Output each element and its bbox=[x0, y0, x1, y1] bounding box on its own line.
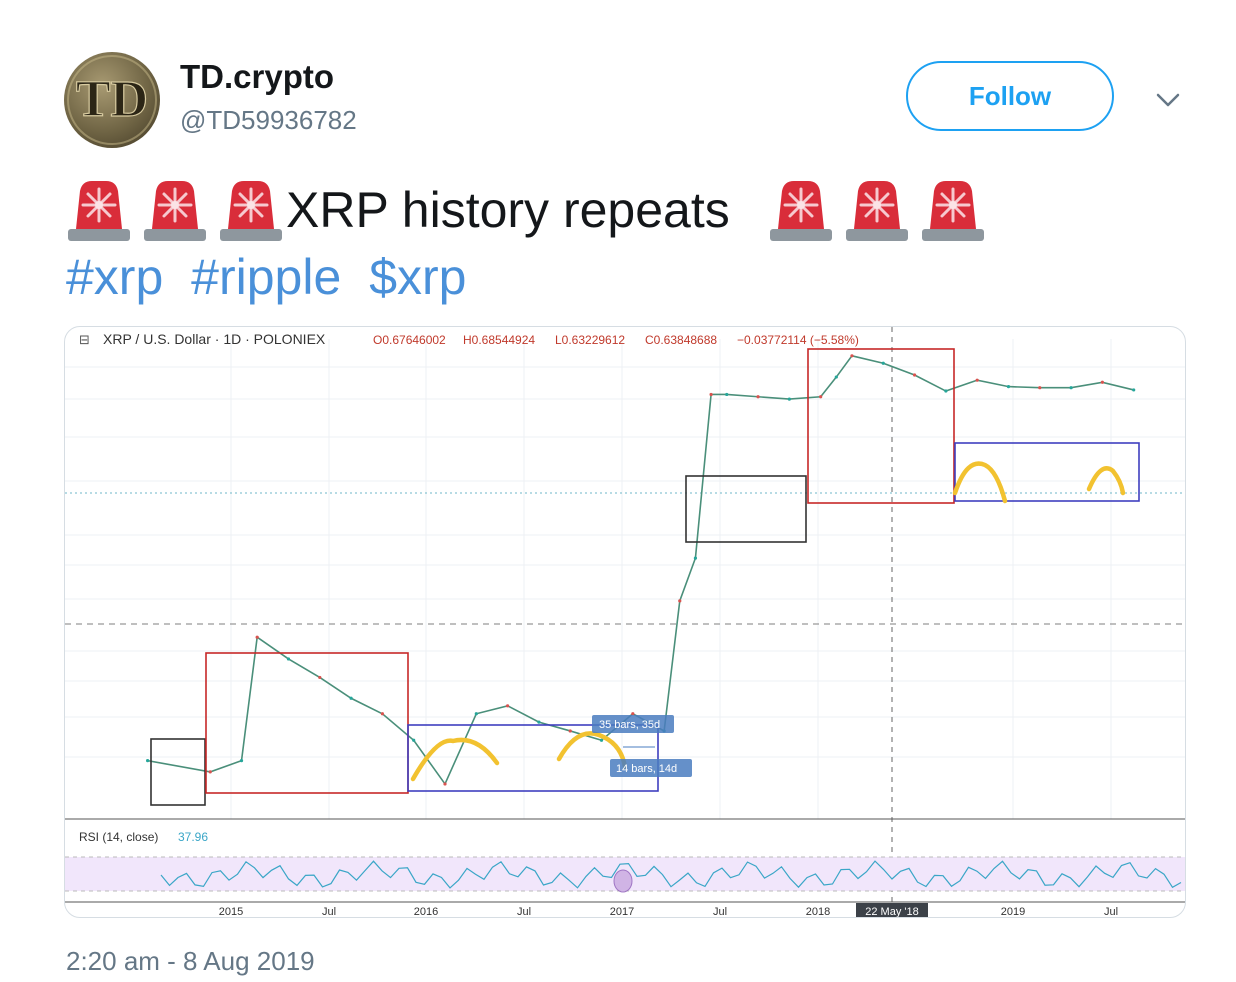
price-point bbox=[850, 354, 854, 358]
chart-symbol: XRP / U.S. Dollar · 1D · POLONIEX bbox=[103, 331, 326, 347]
hashtag-ripple[interactable]: #ripple bbox=[191, 249, 342, 305]
price-point bbox=[725, 392, 729, 397]
chart-close: C0.63848688 bbox=[645, 333, 717, 347]
price-series bbox=[146, 354, 1136, 786]
measure-label-14: 14 bars, 14d bbox=[616, 763, 677, 775]
hashtag-list: #xrp #ripple $xrp bbox=[66, 248, 480, 306]
price-point bbox=[912, 373, 917, 377]
price-point bbox=[631, 712, 635, 716]
price-point bbox=[1038, 386, 1042, 390]
price-point bbox=[349, 696, 353, 700]
follow-button[interactable]: Follow bbox=[906, 61, 1114, 131]
chart-open: O0.67646002 bbox=[373, 333, 446, 347]
price-point bbox=[709, 392, 713, 397]
measure-label-35: 35 bars, 35d bbox=[599, 719, 660, 731]
pattern-box bbox=[150, 738, 206, 806]
price-point bbox=[318, 675, 322, 680]
x-tick-label: 22 May '18 bbox=[865, 906, 918, 918]
x-tick-label: Jul bbox=[713, 906, 727, 918]
price-point bbox=[1006, 385, 1011, 389]
measure-label-bg bbox=[592, 715, 674, 733]
cycle-arc bbox=[952, 461, 1008, 504]
author-avatar[interactable]: TD bbox=[64, 52, 160, 148]
siren-icon bbox=[920, 177, 986, 243]
price-point bbox=[443, 782, 447, 786]
price-point bbox=[239, 759, 244, 763]
chart-high: H0.68544924 bbox=[463, 333, 535, 347]
rsi-value: 37.96 bbox=[178, 830, 208, 844]
price-point bbox=[975, 378, 979, 382]
chart-change: −0.03772114 (−5.58%) bbox=[737, 333, 859, 347]
price-point bbox=[599, 738, 604, 742]
collapse-icon[interactable]: ⊟ bbox=[79, 332, 90, 347]
price-point bbox=[286, 657, 291, 661]
cycle-arc bbox=[410, 737, 500, 782]
author-name[interactable]: TD.crypto bbox=[180, 58, 335, 95]
price-point bbox=[380, 712, 384, 716]
price-point bbox=[678, 599, 682, 603]
x-tick-label: 2016 bbox=[414, 906, 438, 918]
tweet-timestamp[interactable]: 2:20 am - 8 Aug 2019 bbox=[66, 946, 315, 976]
siren-icon bbox=[142, 177, 208, 243]
pattern-box bbox=[407, 724, 659, 792]
avatar-logo: TD bbox=[67, 55, 157, 145]
x-tick-label: 2019 bbox=[1001, 906, 1025, 918]
tweet-text-line: XRP history repeats bbox=[66, 176, 996, 244]
price-point bbox=[412, 738, 416, 742]
cashtag-xrp[interactable]: $xrp bbox=[369, 249, 467, 305]
hashtag-xrp[interactable]: #xrp bbox=[66, 249, 164, 305]
price-point bbox=[568, 729, 572, 733]
price-point bbox=[146, 759, 150, 763]
x-tick-label: Jul bbox=[517, 906, 531, 918]
price-point bbox=[255, 635, 259, 639]
price-chart: ⊟ XRP / U.S. Dollar · 1D · POLONIEX O0.6… bbox=[65, 327, 1185, 918]
chart-grid bbox=[65, 339, 1185, 819]
pattern-boxes bbox=[150, 348, 1140, 806]
tweet-text: XRP history repeats bbox=[286, 182, 730, 238]
x-tick-label: 2018 bbox=[806, 906, 830, 918]
cycle-arc bbox=[1086, 466, 1126, 496]
pattern-box bbox=[205, 652, 409, 794]
price-point bbox=[1132, 388, 1136, 392]
cycle-arcs bbox=[410, 461, 1126, 782]
price-point bbox=[1069, 386, 1073, 390]
price-point bbox=[834, 375, 838, 379]
rsi-series bbox=[160, 860, 1182, 889]
chevron-down-icon[interactable] bbox=[1150, 82, 1186, 118]
rsi-highlight bbox=[613, 869, 633, 893]
price-point bbox=[208, 770, 212, 774]
rsi-label: RSI (14, close) bbox=[79, 830, 158, 844]
chart-low: L0.63229612 bbox=[555, 333, 625, 347]
crosshair-date-bg bbox=[856, 903, 928, 917]
rsi-line bbox=[160, 860, 1182, 889]
price-point bbox=[474, 712, 478, 716]
price-point bbox=[819, 395, 823, 399]
x-axis-ticks: 2015 Jul 2016 Jul 2017 Jul 2018 22 May '18 2019 J… bbox=[219, 903, 1118, 918]
price-point bbox=[537, 720, 541, 724]
measure-label-bg bbox=[610, 759, 692, 777]
price-point bbox=[944, 389, 948, 393]
x-tick-label: Jul bbox=[322, 906, 336, 918]
price-point bbox=[1100, 380, 1104, 384]
price-point bbox=[506, 704, 510, 708]
siren-icon bbox=[218, 177, 284, 243]
siren-icon bbox=[768, 177, 834, 243]
price-point bbox=[881, 361, 885, 365]
author-handle[interactable]: @TD59936782 bbox=[180, 105, 357, 135]
price-point bbox=[787, 397, 791, 401]
chart-image[interactable]: ⊟ XRP / U.S. Dollar · 1D · POLONIEX O0.6… bbox=[64, 326, 1186, 918]
siren-icon bbox=[844, 177, 910, 243]
pattern-box bbox=[954, 442, 1140, 502]
x-tick-label: Jul bbox=[1104, 906, 1118, 918]
price-point bbox=[693, 556, 698, 560]
x-tick-label: 2015 bbox=[219, 906, 243, 918]
x-tick-label: 2017 bbox=[610, 906, 634, 918]
pattern-box bbox=[807, 348, 955, 504]
avatar-monogram: TD bbox=[76, 71, 148, 128]
price-point bbox=[756, 395, 760, 399]
cycle-arc bbox=[556, 731, 628, 770]
pattern-box bbox=[685, 475, 807, 543]
siren-icon bbox=[66, 177, 132, 243]
